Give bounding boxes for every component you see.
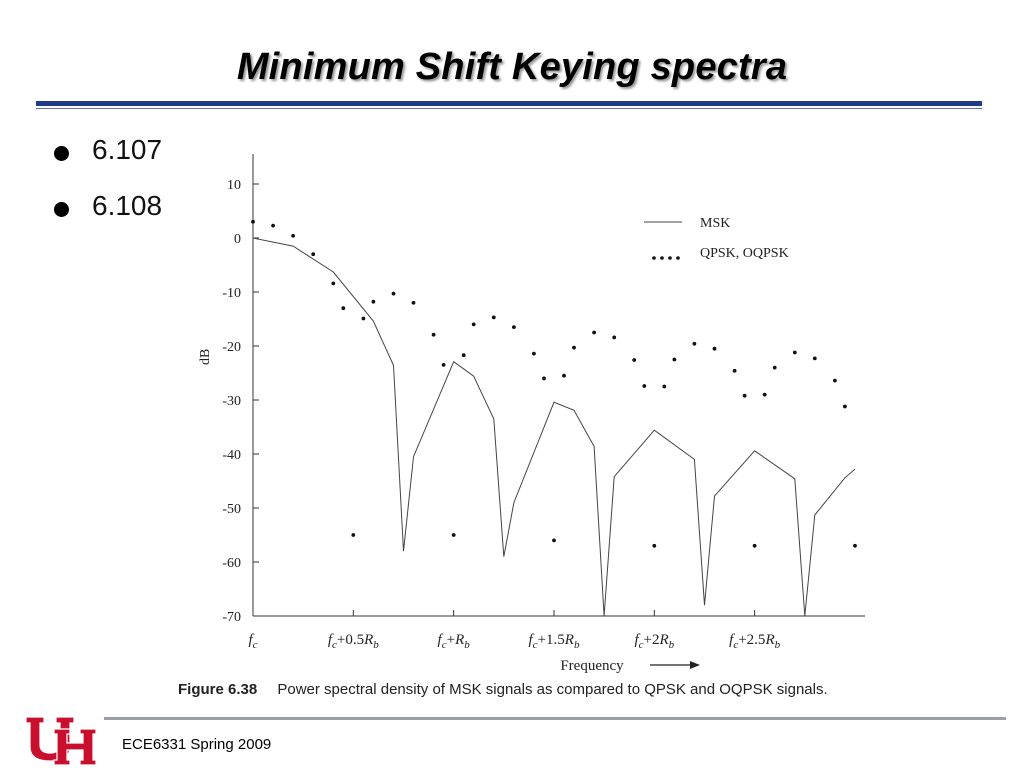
series-qpsk-point bbox=[542, 376, 546, 381]
series-qpsk-point bbox=[843, 404, 847, 409]
series-qpsk-point bbox=[662, 384, 667, 389]
series-qpsk-point bbox=[461, 353, 466, 358]
series-qpsk-point bbox=[361, 316, 366, 321]
series-qpsk-point bbox=[311, 252, 316, 257]
series-qpsk-point bbox=[672, 357, 677, 362]
series-qpsk-point bbox=[562, 373, 566, 378]
series-qpsk-point bbox=[652, 543, 657, 548]
psd-chart: 10 0 -10 -20 -30 -40 -50 -60 -70 dB fc fc+0.5Rb fc+R… bbox=[198, 154, 865, 674]
legend-qpsk-swatch-dot bbox=[660, 256, 664, 260]
legend-qpsk-swatch-dot bbox=[668, 256, 672, 260]
series-qpsk-point bbox=[632, 358, 637, 362]
series-qpsk-point bbox=[251, 219, 255, 224]
bullet-dot-icon bbox=[54, 202, 69, 217]
series-qpsk-point bbox=[692, 341, 697, 346]
series-qpsk-point bbox=[371, 299, 376, 304]
series-qpsk-point bbox=[752, 543, 757, 548]
series-qpsk-point bbox=[391, 291, 396, 296]
series-qpsk-point bbox=[512, 325, 516, 329]
figure-label: Figure 6.38 bbox=[178, 681, 258, 698]
x-tick-label: fc+1.5Rb bbox=[529, 632, 580, 651]
x-tick-label: fc+Rb bbox=[438, 632, 471, 651]
series-qpsk-point bbox=[762, 392, 767, 397]
y-tick-label: -20 bbox=[222, 340, 241, 355]
uh-logo-icon bbox=[25, 716, 97, 766]
x-axis-arrow-icon bbox=[690, 661, 700, 669]
y-tick-label: 10 bbox=[227, 178, 241, 193]
y-tick-label: -30 bbox=[222, 394, 241, 409]
series-qpsk-point bbox=[732, 368, 737, 373]
series-qpsk-point bbox=[742, 393, 747, 398]
bullet-text: 6.107 bbox=[92, 134, 163, 165]
series-qpsk-point bbox=[341, 306, 346, 311]
series-qpsk-point bbox=[291, 233, 295, 238]
y-tick-label: -70 bbox=[222, 610, 241, 625]
x-tick-label: fc+2.5Rb bbox=[729, 632, 780, 651]
x-axis-label: Frequency bbox=[560, 658, 624, 674]
series-qpsk-point bbox=[853, 543, 857, 548]
series-qpsk-point bbox=[592, 330, 596, 335]
series-qpsk-point bbox=[491, 315, 496, 320]
x-tick-label: fc+0.5Rb bbox=[328, 632, 379, 651]
series-qpsk-point bbox=[331, 281, 336, 286]
series-qpsk-point bbox=[471, 322, 476, 327]
x-tick-label: fc+2Rb bbox=[634, 632, 674, 651]
y-tick-label: -50 bbox=[222, 502, 241, 517]
series-qpsk-point bbox=[642, 384, 647, 388]
legend-qpsk-swatch-dot bbox=[652, 256, 656, 260]
figure-caption-text: Power spectral density of MSK signals as… bbox=[277, 681, 828, 698]
y-axis-label: dB bbox=[198, 349, 213, 365]
figure-panel: 10 0 -10 -20 -30 -40 -50 -60 -70 dB fc fc+0.5Rb fc+R… bbox=[172, 140, 932, 710]
series-qpsk-point bbox=[792, 350, 797, 355]
y-tick-label: -10 bbox=[222, 286, 241, 301]
footer-text: ECE6331 Spring 2009 bbox=[122, 736, 272, 753]
series-qpsk-point bbox=[271, 223, 275, 228]
bullet-dot-icon bbox=[54, 146, 69, 161]
series-qpsk-point bbox=[833, 378, 837, 383]
series-qpsk-point bbox=[552, 538, 556, 543]
series-qpsk-point bbox=[572, 345, 576, 350]
title-divider-thin bbox=[36, 108, 982, 109]
series-qpsk-point bbox=[812, 356, 817, 361]
series-qpsk-point bbox=[351, 533, 356, 537]
series-qpsk-point bbox=[532, 351, 536, 356]
footer-divider bbox=[104, 717, 1006, 720]
series-qpsk-point bbox=[411, 300, 416, 305]
legend-qpsk-label: QPSK, OQPSK bbox=[700, 246, 789, 261]
series-qpsk-point bbox=[451, 533, 456, 537]
series-qpsk-point bbox=[712, 346, 717, 351]
x-tick-label: fc bbox=[248, 632, 257, 651]
figure-caption: Figure 6.38 Power spectral density of MS… bbox=[178, 681, 828, 698]
legend-msk-label: MSK bbox=[700, 216, 730, 231]
series-qpsk-point bbox=[441, 363, 446, 367]
series-msk-line bbox=[252, 237, 856, 617]
legend-qpsk-swatch-dot bbox=[676, 256, 680, 260]
series-qpsk-point bbox=[431, 332, 436, 337]
y-tick-label: 0 bbox=[234, 232, 241, 247]
y-tick-label: -60 bbox=[222, 556, 241, 571]
series-qpsk-point bbox=[772, 365, 777, 370]
y-tick-label: -40 bbox=[222, 448, 241, 463]
bullet-text: 6.108 bbox=[92, 190, 163, 221]
slide-title: Minimum Shift Keying spectra bbox=[236, 46, 788, 88]
uh-logo-shape bbox=[25, 716, 97, 766]
title-divider bbox=[36, 101, 982, 106]
series-qpsk-point bbox=[612, 335, 617, 340]
